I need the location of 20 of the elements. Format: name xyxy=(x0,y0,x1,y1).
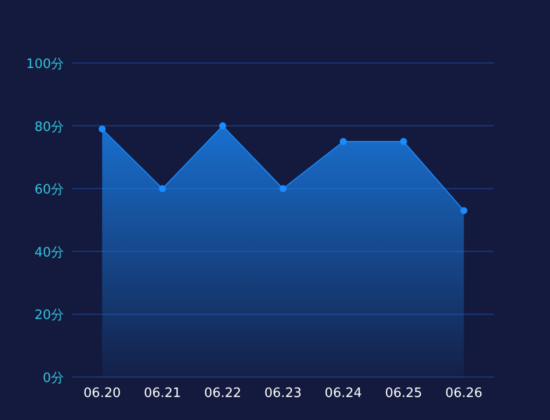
point xyxy=(158,185,166,192)
x-tick-label: 06.26 xyxy=(445,386,482,401)
x-tick-label: 06.25 xyxy=(384,386,422,401)
point xyxy=(98,125,106,132)
x-tick-label: 06.23 xyxy=(264,386,302,401)
y-tick-label: 100分 xyxy=(26,57,64,72)
y-tick-label: 20分 xyxy=(34,308,64,324)
x-tick-label: 06.22 xyxy=(204,386,242,401)
x-tick-label: 06.20 xyxy=(84,386,121,401)
point xyxy=(460,207,468,214)
point xyxy=(280,185,286,192)
y-tick-label: 80分 xyxy=(34,120,64,135)
y-tick-label: 40分 xyxy=(34,245,64,260)
x-tick-label: 06.24 xyxy=(324,386,362,401)
y-tick-label: 60分 xyxy=(34,182,64,198)
x-tick-label: 06.21 xyxy=(144,386,182,401)
y-tick-label: 0分 xyxy=(42,371,64,386)
point xyxy=(219,122,226,130)
point xyxy=(340,138,347,145)
point xyxy=(400,138,408,145)
